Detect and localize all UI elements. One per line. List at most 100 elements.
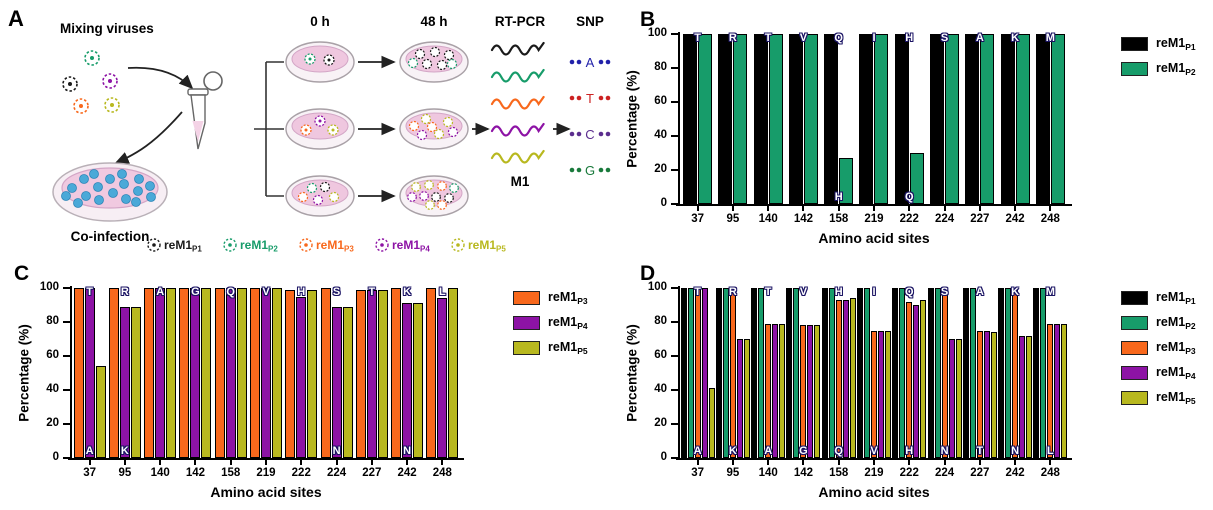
y-tick-label: 20 bbox=[654, 417, 667, 429]
x-tick-label: 242 bbox=[397, 467, 417, 479]
snp-row-g: G bbox=[569, 163, 611, 178]
x-tick bbox=[731, 460, 734, 465]
dish-row3-48h bbox=[399, 175, 469, 217]
variant-letter-bottom: A bbox=[85, 445, 94, 457]
variant-letter-bottom: H bbox=[905, 445, 914, 457]
x-tick-label: 219 bbox=[256, 467, 276, 479]
bar-P2-site-248 bbox=[1040, 288, 1047, 458]
legend-item-P1: reM1P1 bbox=[1121, 290, 1196, 306]
panel-b-label: B bbox=[640, 8, 656, 31]
bar-P1-site-140 bbox=[753, 34, 768, 204]
x-tick bbox=[194, 460, 197, 465]
legend-swatch-P3 bbox=[513, 291, 540, 305]
bar-row bbox=[962, 34, 997, 204]
x-tick-label: 37 bbox=[83, 467, 97, 479]
bar-group-142: V bbox=[786, 32, 821, 204]
y-axis bbox=[678, 286, 680, 460]
bar-row bbox=[997, 34, 1032, 204]
x-tick-label: 158 bbox=[829, 467, 849, 479]
bar-P4-site-95 bbox=[119, 306, 130, 458]
bar-group-95: R bbox=[715, 32, 750, 204]
bar-P5-site-248 bbox=[448, 288, 459, 458]
bar-row bbox=[248, 288, 283, 458]
legend-label-P2: reM1P2 bbox=[1156, 315, 1196, 331]
x-tick bbox=[123, 460, 126, 465]
snp-row-c: C bbox=[569, 127, 611, 142]
legend-swatch-P5 bbox=[1121, 391, 1148, 405]
legend-label-P1: reM1P1 bbox=[1156, 36, 1196, 52]
bar-P3-site-158 bbox=[214, 288, 225, 458]
variant-letter-bottom: K bbox=[728, 445, 737, 457]
legend-swatch-P1 bbox=[1121, 37, 1148, 51]
svg-text:reM1P1: reM1P1 bbox=[164, 238, 202, 254]
y-tick bbox=[671, 321, 679, 323]
variant-letter-top: H bbox=[834, 286, 843, 298]
x-axis bbox=[68, 458, 464, 460]
virus-icon-p4 bbox=[102, 73, 118, 89]
x-tick-label: 242 bbox=[1005, 213, 1025, 225]
bar-P1-site-227 bbox=[965, 34, 980, 204]
amplicon-p5 bbox=[490, 149, 545, 164]
bar-P3-site-227 bbox=[976, 330, 983, 458]
x-tick bbox=[370, 460, 373, 465]
variant-letter-top: A bbox=[156, 286, 165, 298]
bar-P3-site-37 bbox=[73, 288, 84, 458]
mixing-viruses-label: Mixing viruses bbox=[60, 21, 154, 36]
variant-letter-bottom: Q bbox=[904, 191, 914, 203]
legend-swatch-P4 bbox=[513, 316, 540, 330]
x-tick-label: 95 bbox=[726, 213, 740, 225]
panel-a-label: A bbox=[8, 6, 24, 31]
bar-P4-site-142 bbox=[807, 325, 814, 458]
legend-label-P2: reM1P2 bbox=[1156, 61, 1196, 77]
bar-P5-site-219 bbox=[884, 330, 891, 458]
y-tick bbox=[671, 135, 679, 137]
legend-item-P3: reM1P3 bbox=[1121, 340, 1196, 356]
svg-text:C: C bbox=[585, 127, 594, 142]
y-tick bbox=[671, 457, 679, 459]
x-tick-label: 142 bbox=[793, 213, 814, 225]
chart-panel-b: Percentage (%) 0 20 40 60 80 100 T 37 R 95 T 140 V 142… bbox=[616, 4, 1213, 256]
arrow-tube-to-dish bbox=[114, 111, 183, 164]
bar-row bbox=[213, 288, 248, 458]
bar-group-140: A bbox=[143, 286, 178, 458]
variant-letter-top: Q bbox=[834, 32, 843, 44]
arrow-viruses-to-tube bbox=[127, 66, 194, 90]
bar-P5-site-158 bbox=[236, 288, 247, 458]
y-tick bbox=[671, 287, 679, 289]
svg-text:A: A bbox=[586, 55, 595, 70]
y-tick-label: 40 bbox=[654, 129, 667, 141]
variant-letter-bottom: T bbox=[976, 445, 984, 457]
bar-row bbox=[680, 288, 715, 458]
bar-row bbox=[389, 288, 424, 458]
virus-icon-p3 bbox=[73, 98, 89, 114]
bar-group-219: I bbox=[856, 32, 891, 204]
x-axis bbox=[676, 204, 1072, 206]
x-tick bbox=[441, 460, 444, 465]
x-tick bbox=[229, 460, 232, 465]
x-tick-label: 248 bbox=[1040, 213, 1060, 225]
variant-letter-top: S bbox=[940, 32, 949, 44]
variant-letter-bottom: N bbox=[1011, 445, 1020, 457]
x-tick bbox=[88, 460, 91, 465]
x-tick bbox=[978, 460, 981, 465]
bar-P3-site-224 bbox=[941, 288, 948, 458]
amplicon-p1 bbox=[490, 41, 545, 56]
bar-P4-site-224 bbox=[948, 339, 955, 458]
x-tick-label: 142 bbox=[185, 467, 206, 479]
x-tick bbox=[873, 206, 875, 211]
bar-P4-site-219 bbox=[877, 330, 884, 458]
legend-swatch-P2 bbox=[1121, 316, 1148, 330]
bar-P5-site-140 bbox=[779, 323, 786, 458]
bar-P1-site-142 bbox=[788, 34, 803, 204]
y-tick bbox=[63, 355, 71, 357]
bar-P4-site-227 bbox=[366, 289, 377, 458]
x-tick bbox=[159, 460, 162, 465]
bar-row bbox=[856, 34, 891, 204]
y-tick bbox=[63, 423, 71, 425]
